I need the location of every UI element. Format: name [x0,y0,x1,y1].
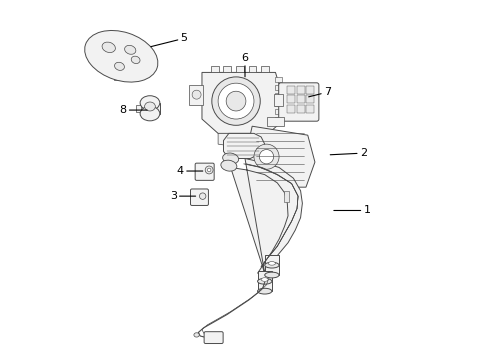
Ellipse shape [199,193,206,199]
Bar [296,105,304,113]
Polygon shape [218,134,231,146]
Bar [236,66,244,72]
Text: 7: 7 [309,87,331,97]
Bar [275,117,282,122]
Polygon shape [202,72,281,134]
Bar [275,93,282,98]
Bar [296,95,304,103]
Ellipse shape [221,160,237,171]
Ellipse shape [131,56,140,64]
Bar [211,66,219,72]
Ellipse shape [102,42,115,53]
Bar [136,105,141,112]
Ellipse shape [222,153,239,164]
Bar [275,109,282,114]
Ellipse shape [265,272,279,278]
Ellipse shape [140,96,160,110]
Bar [306,95,314,103]
Ellipse shape [85,31,158,82]
Ellipse shape [261,278,269,281]
Bar [287,105,295,113]
Bar [274,94,283,107]
FancyBboxPatch shape [195,163,214,180]
Text: 5: 5 [151,33,188,47]
Bar [275,85,282,90]
Ellipse shape [145,102,155,111]
Bar [287,86,295,94]
Text: 8: 8 [120,105,147,115]
Polygon shape [248,126,315,187]
Polygon shape [267,117,285,126]
Polygon shape [223,134,265,158]
Ellipse shape [194,333,199,337]
Text: 4: 4 [177,166,203,176]
Polygon shape [114,74,123,80]
Ellipse shape [258,278,272,284]
Text: 2: 2 [330,148,367,158]
Bar [190,85,203,105]
Ellipse shape [212,77,260,125]
Polygon shape [231,158,302,273]
Bar [261,66,269,72]
FancyBboxPatch shape [191,189,208,206]
Bar [275,101,282,106]
Ellipse shape [207,168,211,172]
Ellipse shape [124,45,136,54]
Bar [223,66,231,72]
FancyBboxPatch shape [279,83,319,121]
Ellipse shape [192,90,201,99]
Bar [258,271,272,291]
Bar [275,77,282,82]
Ellipse shape [269,262,275,265]
Bar [306,86,314,94]
Ellipse shape [265,262,279,268]
Bar [285,191,289,202]
Bar [248,66,256,72]
Bar [296,86,304,94]
Bar [140,103,160,114]
Text: 3: 3 [170,191,196,201]
Ellipse shape [140,107,160,121]
Ellipse shape [258,288,272,294]
Ellipse shape [115,62,124,71]
Text: 6: 6 [242,53,248,77]
Bar [287,95,295,103]
FancyBboxPatch shape [204,332,223,343]
Bar [265,255,279,275]
Text: 1: 1 [334,206,370,216]
Ellipse shape [226,91,246,111]
Ellipse shape [259,149,274,164]
Ellipse shape [205,166,213,174]
Bar [306,105,314,113]
Ellipse shape [254,144,279,169]
Ellipse shape [218,83,254,119]
